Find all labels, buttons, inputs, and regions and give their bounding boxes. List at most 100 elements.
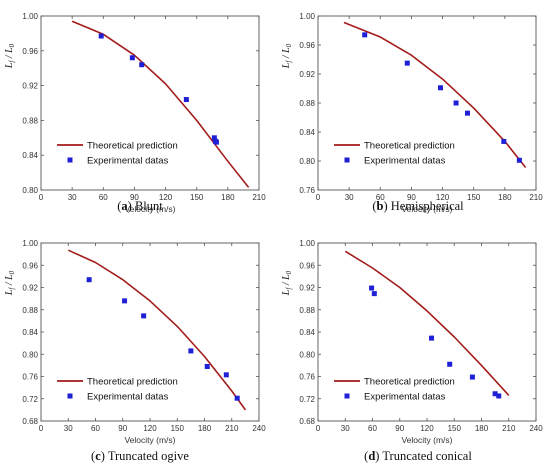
y-tick-label: 0.84: [22, 328, 38, 337]
panel-caption: (b) Hemispherical: [372, 199, 464, 213]
x-tick-label: 30: [68, 193, 77, 202]
x-tick-label: 120: [143, 424, 157, 433]
y-tick-label: 1.00: [22, 239, 38, 248]
legend-experiment-swatch: [344, 393, 350, 399]
legend-experiment-label: Experimental datas: [87, 156, 169, 167]
x-tick-label: 210: [502, 424, 516, 433]
x-tick-label: 0: [316, 193, 321, 202]
experiment-point: [501, 138, 507, 144]
x-tick-label: 120: [436, 193, 450, 202]
experiment-point: [234, 395, 240, 401]
y-axis-label: Lf / L0: [281, 270, 293, 296]
experiment-point: [429, 335, 435, 341]
x-tick-label: 150: [171, 424, 185, 433]
x-tick-label: 30: [64, 424, 73, 433]
y-tick-label: 0.84: [22, 151, 38, 160]
x-tick-label: 240: [529, 424, 543, 433]
experiment-point: [453, 100, 459, 106]
experiment-point: [122, 298, 128, 304]
x-tick-label: 180: [498, 193, 512, 202]
y-tick-label: 0.68: [299, 417, 315, 426]
x-tick-label: 0: [39, 193, 44, 202]
panel-truncated-ogive: 0 30 60 90 120 150 180 210 240 0.68 0.72 0.76 0.80 0.…: [4, 239, 266, 463]
y-axis-label: Lf / L0: [4, 270, 16, 296]
legend-experiment-swatch: [67, 393, 73, 399]
x-tick-label: 90: [118, 424, 127, 433]
x-tick-label: 180: [221, 193, 235, 202]
legend-theory-label: Theoretical prediction: [364, 141, 455, 152]
y-tick-label: 0.92: [299, 70, 315, 79]
experiment-point: [129, 55, 135, 61]
panel-hemispherical: 0 30 60 90 120 150 180 210 0.76 0.80 0.84 0.88 0.92 0…: [281, 12, 543, 214]
experiment-point: [223, 372, 229, 378]
theory-line: [67, 249, 247, 411]
x-tick-label: 150: [467, 193, 481, 202]
x-axis-label: Velocity (m/s): [124, 435, 175, 445]
experiment-point: [188, 348, 194, 354]
plot-frame: [40, 15, 260, 191]
x-tick-label: 0: [316, 424, 321, 433]
y-tick-label: 0.72: [22, 395, 38, 404]
experiment-point: [211, 135, 217, 141]
x-tick-label: 240: [252, 424, 266, 433]
legend-experiment-label: Experimental datas: [364, 392, 446, 403]
panel-caption: (c) Truncated ogive: [91, 449, 189, 463]
x-axis-label: Velocity (m/s): [401, 435, 452, 445]
x-tick-label: 180: [475, 424, 489, 433]
x-tick-label: 120: [420, 424, 434, 433]
panel-caption: (d) Truncated conical: [364, 449, 472, 463]
experiment-point: [362, 32, 368, 38]
x-axis-label: Velocity (m/s): [401, 204, 452, 214]
x-tick-label: 120: [159, 193, 173, 202]
y-tick-label: 0.96: [22, 261, 38, 270]
x-tick-label: 30: [345, 193, 354, 202]
x-tick-label: 90: [130, 193, 139, 202]
experiment-point: [204, 363, 210, 369]
x-axis-label: Velocity (m/s): [124, 204, 175, 214]
y-tick-label: 0.80: [22, 350, 38, 359]
legend-theory-label: Theoretical prediction: [364, 377, 455, 388]
legend-theory-label: Theoretical prediction: [87, 141, 178, 152]
experiment-point: [213, 139, 219, 145]
legend-experiment-label: Experimental datas: [87, 392, 169, 403]
y-tick-label: 0.72: [299, 395, 315, 404]
y-tick-label: 0.76: [299, 186, 315, 195]
x-tick-label: 60: [368, 424, 377, 433]
experiment-point: [183, 97, 189, 103]
legend-experiment-swatch: [344, 157, 350, 163]
experiment-point: [437, 85, 443, 91]
x-tick-label: 150: [448, 424, 462, 433]
panel-caption: (a) Blunt: [117, 199, 163, 213]
legend-experiment-swatch: [67, 157, 73, 163]
y-tick-label: 1.00: [299, 12, 315, 21]
y-tick-label: 0.96: [22, 47, 38, 56]
y-tick-label: 0.92: [299, 284, 315, 293]
experiment-point: [516, 157, 522, 163]
experiment-point: [369, 285, 375, 291]
y-tick-label: 0.84: [299, 128, 315, 137]
y-tick-label: 0.92: [22, 284, 38, 293]
y-tick-label: 0.76: [299, 373, 315, 382]
experiment-point: [492, 391, 498, 397]
y-tick-label: 0.88: [22, 116, 38, 125]
y-tick-label: 0.92: [22, 82, 38, 91]
y-tick-label: 0.80: [299, 350, 315, 359]
experiment-point: [141, 313, 147, 319]
experiment-point: [404, 60, 410, 66]
x-tick-label: 90: [407, 193, 416, 202]
y-tick-label: 0.96: [299, 41, 315, 50]
y-tick-label: 0.88: [299, 306, 315, 315]
experiment-point: [98, 33, 104, 39]
experiment-point: [139, 62, 145, 68]
x-tick-label: 60: [91, 424, 100, 433]
experiment-point: [86, 277, 92, 283]
y-tick-label: 1.00: [22, 12, 38, 21]
theory-line: [344, 250, 510, 396]
experiment-point: [371, 291, 377, 297]
y-tick-label: 0.68: [22, 417, 38, 426]
experiment-point: [469, 374, 475, 380]
x-tick-label: 210: [252, 193, 266, 202]
panel-truncated-conical: 0 30 60 90 120 150 180 210 240 0.68 0.72 0.76 0.80 0.…: [281, 239, 543, 463]
y-tick-label: 0.88: [299, 99, 315, 108]
